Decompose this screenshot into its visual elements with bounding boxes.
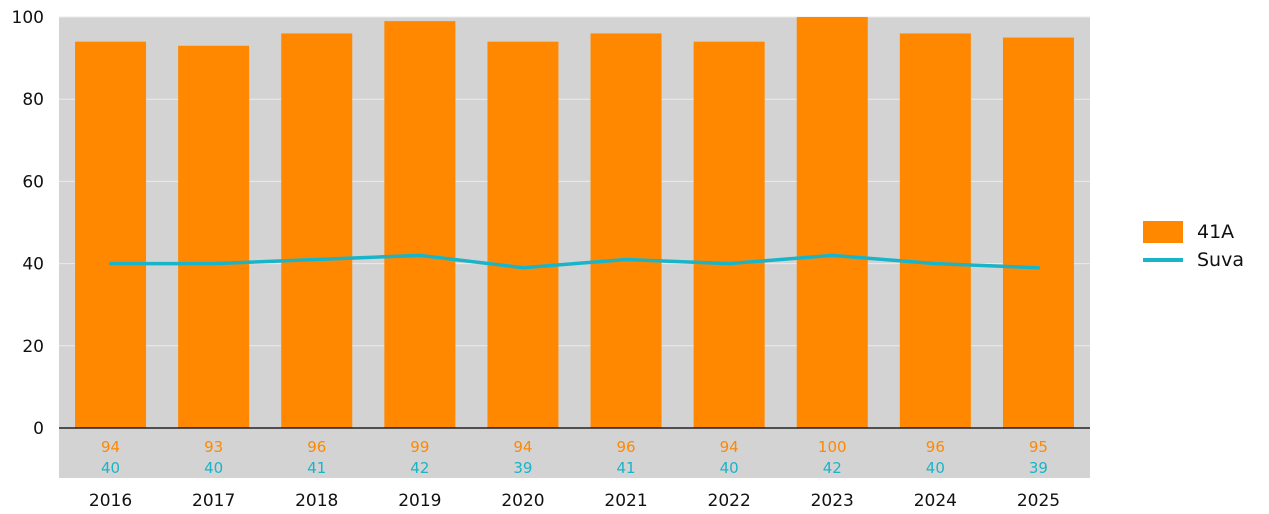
data-label-suva: 39: [513, 459, 532, 477]
x-tick-label: 2020: [501, 491, 544, 511]
legend-label-41a: 41A: [1197, 221, 1235, 243]
bar-2021: [590, 33, 662, 428]
x-tick-label: 2022: [708, 491, 751, 511]
data-label-41a: 96: [617, 438, 636, 456]
bar-2024: [899, 33, 971, 428]
x-tick-label: 2023: [811, 491, 854, 511]
legend-swatch-suva: [1143, 258, 1183, 262]
data-label-41a: 94: [720, 438, 739, 456]
data-label-41a: 96: [307, 438, 326, 456]
y-tick-label: 40: [22, 255, 44, 275]
data-labels: 94 93 96 99 94 96 94 100 96 95 40 40 41 42 39 41 40 42 40 3…: [101, 438, 1048, 477]
data-label-suva: 41: [617, 459, 636, 477]
bar-series-41a: [75, 17, 1074, 429]
bar-2016: [75, 41, 147, 428]
x-tick-label: 2025: [1017, 491, 1060, 511]
line-series-suva: [108, 253, 1041, 270]
data-label-41a: 93: [204, 438, 223, 456]
data-label-41a: 94: [101, 438, 120, 456]
line-suva: [108, 253, 1041, 270]
x-tick-label: 2017: [192, 491, 235, 511]
bar-2018: [281, 33, 353, 428]
data-label-suva: 41: [307, 459, 326, 477]
y-tick-label: 20: [22, 337, 44, 357]
legend-item-suva: Suva: [1143, 246, 1263, 274]
label-band-background: [59, 428, 1090, 478]
data-label-suva: 39: [1029, 459, 1048, 477]
data-label-41a: 100: [818, 438, 847, 456]
bar-2019: [384, 21, 456, 429]
legend-label-suva: Suva: [1197, 249, 1244, 271]
data-label-41a: 96: [926, 438, 945, 456]
legend: 41A Suva: [1143, 218, 1263, 274]
x-tick-label: 2016: [89, 491, 132, 511]
data-label-suva: 42: [823, 459, 842, 477]
data-label-41a: 94: [513, 438, 532, 456]
x-tick-label: 2021: [604, 491, 647, 511]
data-label-suva: 40: [101, 459, 120, 477]
x-tick-label: 2019: [398, 491, 441, 511]
y-tick-label: 80: [22, 90, 44, 110]
legend-swatch-41a: [1143, 221, 1183, 243]
bar-2022: [693, 41, 765, 428]
x-axis-ticks: 2016 2017 2018 2019 2020 2021 2022 2023 2024 2025: [89, 491, 1060, 511]
legend-item-41a: 41A: [1143, 218, 1263, 246]
y-tick-label: 0: [33, 419, 44, 439]
bar-2017: [178, 45, 250, 429]
bar-2020: [487, 41, 559, 428]
data-label-41a: 95: [1029, 438, 1048, 456]
data-label-suva: 40: [926, 459, 945, 477]
y-tick-label: 100: [12, 8, 44, 28]
x-tick-label: 2024: [914, 491, 957, 511]
data-label-suva: 40: [204, 459, 223, 477]
y-axis-ticks: 0 20 40 60 80 100: [12, 8, 44, 439]
y-tick-label: 60: [22, 172, 44, 192]
bar-2025: [1002, 37, 1074, 429]
data-label-41a: 99: [410, 438, 429, 456]
data-label-suva: 42: [410, 459, 429, 477]
x-tick-label: 2018: [295, 491, 338, 511]
data-label-suva: 40: [720, 459, 739, 477]
bar-2023: [796, 17, 868, 428]
